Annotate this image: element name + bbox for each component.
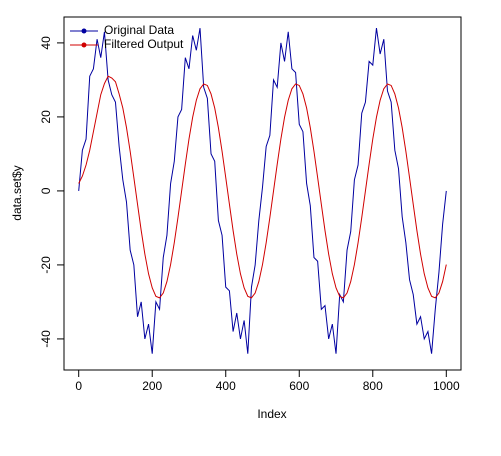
legend-dot xyxy=(81,28,87,34)
legend-label: Original Data xyxy=(104,23,174,37)
legend-label: Filtered Output xyxy=(104,37,184,51)
x-tick-label: 1000 xyxy=(433,379,460,393)
data-line xyxy=(78,28,447,354)
plot-box xyxy=(63,16,462,371)
x-tick-label: 400 xyxy=(216,379,236,393)
y-tick-label: 0 xyxy=(39,187,53,194)
x-tick-label: 800 xyxy=(363,379,383,393)
x-tick-label: 200 xyxy=(142,379,162,393)
y-axis-label: data.set$y xyxy=(10,165,24,220)
data-line xyxy=(78,75,447,299)
y-tick-label: -20 xyxy=(39,256,53,274)
x-tick-label: 600 xyxy=(289,379,309,393)
x-tick-label: 0 xyxy=(75,379,82,393)
y-tick-label: 20 xyxy=(39,110,53,124)
legend-dot xyxy=(81,42,87,48)
y-tick-label: -40 xyxy=(39,330,53,348)
y-tick-label: 40 xyxy=(39,36,53,50)
x-axis-label: Index xyxy=(257,407,286,421)
